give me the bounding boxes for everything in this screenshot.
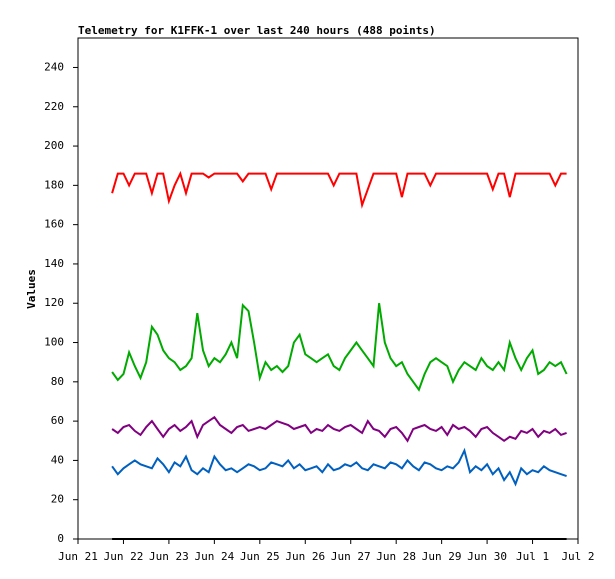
y-tick-label: 60 bbox=[51, 414, 64, 427]
x-tick-label: Jun 21 bbox=[58, 550, 98, 563]
series-line bbox=[111, 170, 567, 209]
x-tick-label: Jul 1 bbox=[516, 550, 549, 563]
x-tick-label: Jun 29 bbox=[422, 550, 462, 563]
x-tick-label: Jun 25 bbox=[240, 550, 280, 563]
x-tick-label: Jun 27 bbox=[331, 550, 371, 563]
y-tick-label: 140 bbox=[44, 257, 64, 270]
y-tick-label: 0 bbox=[57, 532, 64, 545]
y-tick-label: 100 bbox=[44, 336, 64, 349]
y-tick-label: 240 bbox=[44, 60, 64, 73]
y-tick-label: 80 bbox=[51, 375, 64, 388]
y-axis-label: Values bbox=[25, 269, 38, 309]
y-tick-label: 40 bbox=[51, 453, 64, 466]
chart-title: Telemetry for K1FFK-1 over last 240 hour… bbox=[78, 24, 436, 37]
x-tick-label: Jun 26 bbox=[285, 550, 325, 563]
x-tick-label: Jul 2 bbox=[561, 550, 594, 563]
y-tick-label: 200 bbox=[44, 139, 64, 152]
series-line bbox=[111, 447, 567, 487]
y-tick-label: 160 bbox=[44, 218, 64, 231]
y-tick-label: 20 bbox=[51, 493, 64, 506]
x-tick-label: Jun 24 bbox=[194, 550, 234, 563]
y-tick-label: 180 bbox=[44, 178, 64, 191]
series-line bbox=[111, 302, 568, 392]
x-tick-label: Jun 30 bbox=[467, 550, 507, 563]
y-tick-label: 120 bbox=[44, 296, 64, 309]
x-tick-label: Jun 23 bbox=[149, 550, 189, 563]
x-tick-label: Jun 22 bbox=[104, 550, 144, 563]
series-line bbox=[111, 415, 567, 443]
x-tick-label: Jun 28 bbox=[376, 550, 416, 563]
y-tick-label: 220 bbox=[44, 100, 64, 113]
